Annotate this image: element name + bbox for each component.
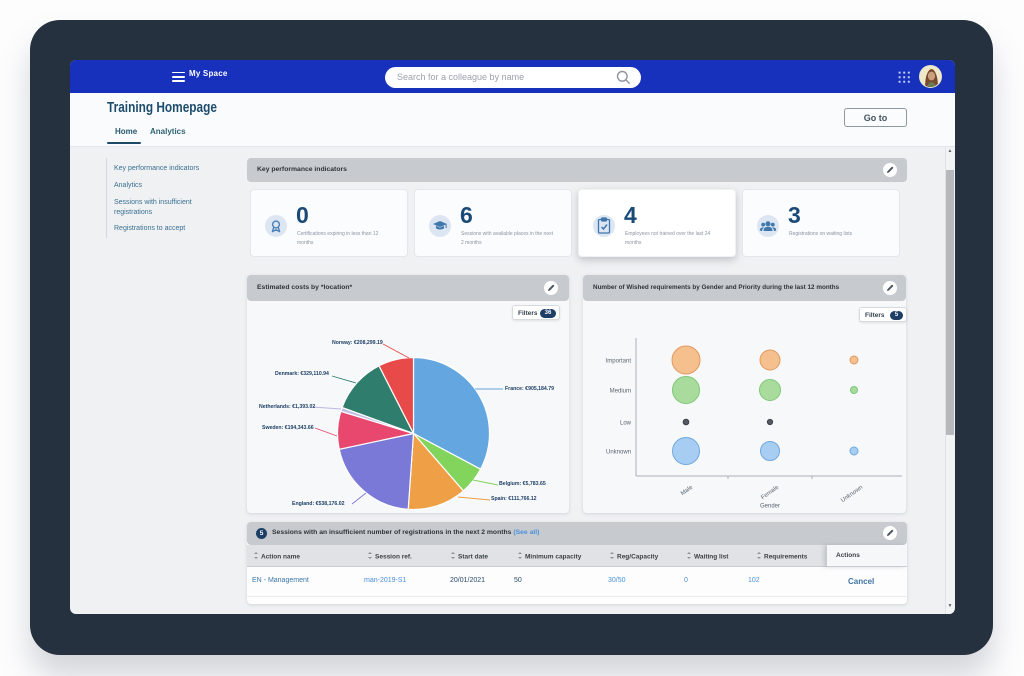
svg-text:Low: Low (620, 421, 632, 427)
svg-text:Male: Male (680, 484, 695, 497)
svg-text:Unknown: Unknown (840, 485, 864, 504)
svg-text:Medium: Medium (610, 389, 631, 395)
svg-text:Gender: Gender (760, 504, 780, 510)
svg-text:Important: Important (606, 359, 632, 365)
svg-text:Female: Female (760, 484, 780, 501)
svg-text:Unknown: Unknown (606, 450, 631, 456)
